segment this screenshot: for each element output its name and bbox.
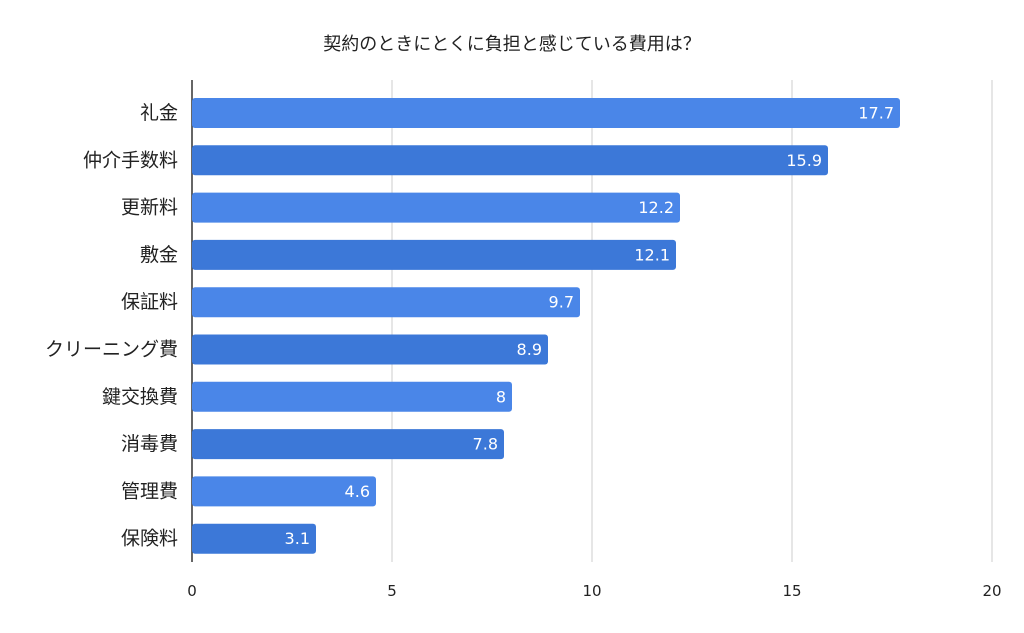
data-label: 9.7 xyxy=(549,293,574,312)
chart-title: 契約のときにとくに負担と感じている費用は？ xyxy=(323,34,701,55)
category-label: 鍵交換費 xyxy=(102,386,178,408)
category-label: 敷金 xyxy=(140,244,178,266)
category-label: 保険料 xyxy=(121,528,178,550)
bar xyxy=(192,334,548,365)
bar xyxy=(192,523,316,554)
category-label: 更新料 xyxy=(121,197,178,219)
data-label: 15.9 xyxy=(786,151,822,170)
category-label: クリーニング費 xyxy=(45,339,178,361)
bar xyxy=(192,145,828,176)
data-label: 3.1 xyxy=(285,529,310,548)
x-tick-label: 0 xyxy=(187,582,197,600)
data-label: 8 xyxy=(496,387,506,406)
category-label: 消毒費 xyxy=(121,433,178,455)
bar xyxy=(192,239,676,270)
x-tick-label: 20 xyxy=(982,582,1001,600)
x-tick-label: 10 xyxy=(582,582,601,600)
data-label: 12.2 xyxy=(638,198,674,217)
category-label: 礼金 xyxy=(140,102,178,124)
bar xyxy=(192,476,376,507)
data-label: 4.6 xyxy=(345,482,370,501)
bar xyxy=(192,381,512,412)
category-label: 管理費 xyxy=(121,480,178,502)
category-label: 仲介手数料 xyxy=(83,149,178,171)
bar xyxy=(192,192,680,223)
bars xyxy=(192,98,900,554)
data-label: 8.9 xyxy=(517,340,542,359)
data-label: 17.7 xyxy=(858,104,894,123)
data-label: 7.8 xyxy=(473,435,498,454)
data-label: 12.1 xyxy=(634,245,670,264)
x-tick-label: 15 xyxy=(782,582,801,600)
bar xyxy=(192,98,900,128)
bar xyxy=(192,287,580,318)
x-tick-label: 5 xyxy=(387,582,397,600)
labels: 0 5 10 15 20 礼金 17.7 仲介手数料 15.9 更新料 12.2 敷金 12.1 保証料 9… xyxy=(45,102,1002,600)
category-label: 保証料 xyxy=(121,291,178,313)
bar xyxy=(192,429,504,460)
